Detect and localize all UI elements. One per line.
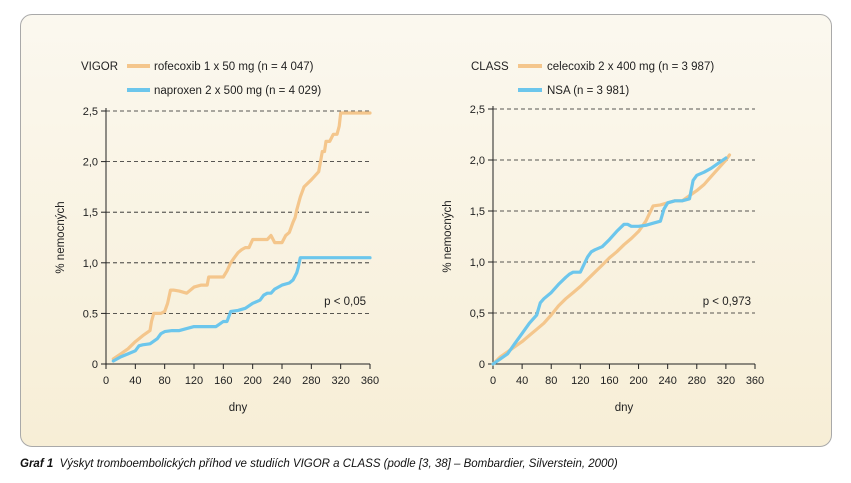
legend-label: naproxen 2 x 500 mg (n = 4 029) — [154, 85, 321, 97]
x-tick-label: 120 — [185, 375, 203, 387]
y-tick-label: 2,0 — [470, 155, 485, 167]
legend-label: celecoxib 2 x 400 mg (n = 3 987) — [547, 61, 714, 73]
x-tick-label: 280 — [688, 375, 706, 387]
x-tick-label: 360 — [746, 375, 764, 387]
figure-caption: Graf 1 Výskyt tromboembolických příhod v… — [20, 458, 618, 470]
p-value-annotation: p < 0,973 — [703, 296, 751, 308]
x-tick-label: 240 — [658, 375, 676, 387]
chart-class: 0 0,5 1,0 1,5 2,0 2,5 0 40 80 120 160 200 240 280 320 3… — [442, 61, 764, 414]
chart-title: CLASS — [471, 61, 509, 73]
y-tick-label: 0 — [92, 359, 98, 371]
y-tick-label: 2,5 — [470, 104, 485, 116]
series-line-blue — [491, 156, 728, 366]
x-tick-label: 320 — [331, 375, 349, 387]
y-tick-label: 2,0 — [83, 157, 98, 169]
figure-panel — [20, 14, 832, 447]
x-tick-label: 80 — [159, 375, 171, 387]
x-tick-label: 360 — [361, 375, 379, 387]
y-tick-label: 2,5 — [83, 106, 98, 118]
y-tick-label: 0.5 — [83, 308, 98, 320]
x-tick-label: 200 — [243, 375, 261, 387]
y-tick-label: 0,5 — [470, 308, 485, 320]
chart-vigor: 0 0.5 1,0 1,5 2,0 2,5 0 40 80 120 160 200 240 280 320 3… — [55, 61, 379, 414]
y-tick-label: 1,0 — [83, 258, 98, 270]
y-tick-label: 1,5 — [470, 206, 485, 218]
y-tick-label: 0 — [479, 359, 485, 371]
chart-title: VIGOR — [81, 61, 118, 73]
x-tick-label: 160 — [600, 375, 618, 387]
x-tick-label: 0 — [490, 375, 496, 387]
y-tick-label: 1,0 — [470, 257, 485, 269]
x-tick-label: 40 — [129, 375, 141, 387]
x-tick-label: 0 — [103, 375, 109, 387]
x-tick-label: 200 — [629, 375, 647, 387]
legend-label: NSA (n = 3 981) — [547, 85, 629, 97]
p-value-annotation: p < 0,05 — [324, 296, 366, 308]
x-tick-label: 40 — [516, 375, 528, 387]
x-tick-label: 320 — [717, 375, 735, 387]
x-tick-label: 160 — [214, 375, 232, 387]
series-line-orange — [491, 153, 732, 366]
legend-label: rofecoxib 1 x 50 mg (n = 4 047) — [154, 61, 314, 73]
x-axis-label: dny — [229, 402, 248, 414]
caption-text: Výskyt tromboembolických příhod ve studi… — [59, 458, 618, 470]
x-axis-label: dny — [615, 402, 634, 414]
series-line-blue — [111, 256, 372, 363]
x-tick-label: 240 — [273, 375, 291, 387]
x-tick-label: 120 — [571, 375, 589, 387]
series-line-orange — [111, 111, 372, 361]
y-tick-label: 1,5 — [83, 207, 98, 219]
x-tick-label: 280 — [302, 375, 320, 387]
figure-canvas: 0 0.5 1,0 1,5 2,0 2,5 0 40 80 120 160 200 240 280 320 3… — [55, 61, 764, 414]
x-tick-label: 80 — [545, 375, 557, 387]
y-axis-label: % nemocných — [442, 200, 454, 272]
y-axis-label: % nemocných — [55, 201, 67, 273]
caption-label: Graf 1 — [20, 458, 54, 470]
